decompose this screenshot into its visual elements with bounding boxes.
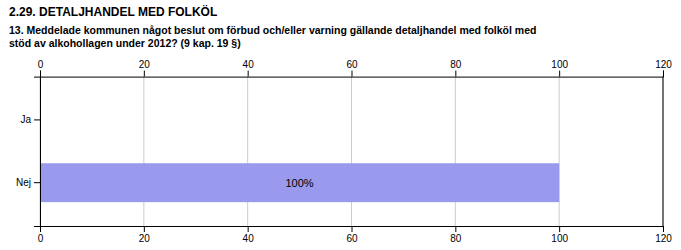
tick-label: 120 [655, 233, 672, 244]
tick: Nej [16, 177, 40, 188]
tick: 120 [655, 59, 672, 77]
plot: 100% 0 20 40 60 80 100 120 0 20 40 60 80 100 120 Ja Nej [16, 59, 672, 245]
data-labels: 100% [286, 177, 314, 189]
tick: 0 [38, 226, 44, 244]
tick-label: 80 [450, 233, 462, 244]
grid-line [663, 77, 664, 226]
tick: 100 [551, 226, 568, 244]
tick-mark [352, 71, 353, 77]
tick: 20 [139, 59, 151, 77]
tick-mark [144, 226, 145, 232]
grid-line [351, 77, 352, 226]
tick-label: 100 [551, 233, 568, 244]
tick-mark [455, 71, 456, 77]
tick: 80 [450, 59, 462, 77]
grid-line [247, 77, 248, 226]
subtitle: 13. Meddelade kommunen något beslut om f… [9, 24, 536, 49]
tick-label: 120 [655, 59, 672, 70]
y-axis: Ja Nej [16, 77, 41, 226]
tick-label: 0 [38, 233, 44, 244]
tick: 80 [450, 226, 462, 244]
tick-mark [663, 226, 664, 232]
tick-mark [559, 71, 560, 77]
x-axis: 0 20 40 60 80 100 120 [38, 226, 673, 244]
tick: Ja [20, 114, 40, 125]
grid-line [559, 77, 560, 226]
grid-line [455, 77, 456, 226]
tick-label: 100 [551, 59, 568, 70]
tick-mark [455, 226, 456, 232]
tick: 120 [655, 226, 672, 244]
tick-mark [248, 226, 249, 232]
tick-mark [352, 226, 353, 232]
bar [40, 163, 559, 202]
tick-label: 60 [346, 59, 358, 70]
tick-mark [40, 71, 41, 77]
title: 2.29. DETALJHANDEL MED FOLKÖL [9, 4, 217, 19]
tick: 40 [243, 59, 255, 77]
tick-label: 80 [450, 59, 462, 70]
tick: 60 [346, 226, 358, 244]
tick-mark [144, 71, 145, 77]
axis-line [41, 227, 664, 233]
tick: 40 [243, 226, 255, 244]
tick-label: 20 [139, 233, 151, 244]
x-axis-top: 0 20 40 60 80 100 120 [38, 59, 673, 78]
axis-line [663, 77, 664, 226]
tick-mark [34, 182, 40, 183]
tick-label: 40 [243, 59, 255, 70]
tick: 0 [38, 59, 44, 77]
tick-label: 60 [346, 233, 358, 244]
axis-line [41, 71, 664, 78]
tick-mark [559, 226, 560, 232]
bars [40, 163, 559, 202]
tick: 100 [551, 59, 568, 77]
tick-label: Ja [20, 114, 31, 125]
grid [40, 77, 663, 226]
grid-line [143, 77, 144, 226]
tick-label: 20 [139, 59, 151, 70]
tick-mark [34, 119, 40, 120]
chart: 2.29. DETALJHANDEL MED FOLKÖL 13. Meddela… [0, 0, 681, 250]
tick-label: 0 [38, 59, 44, 70]
tick-mark [663, 71, 664, 77]
tick: 60 [346, 59, 358, 77]
data-label: 100% [286, 177, 314, 189]
tick-label: 40 [243, 233, 255, 244]
tick-label: Nej [16, 177, 31, 188]
tick-mark [248, 71, 249, 77]
tick: 20 [139, 226, 151, 244]
axis-line [34, 77, 41, 226]
